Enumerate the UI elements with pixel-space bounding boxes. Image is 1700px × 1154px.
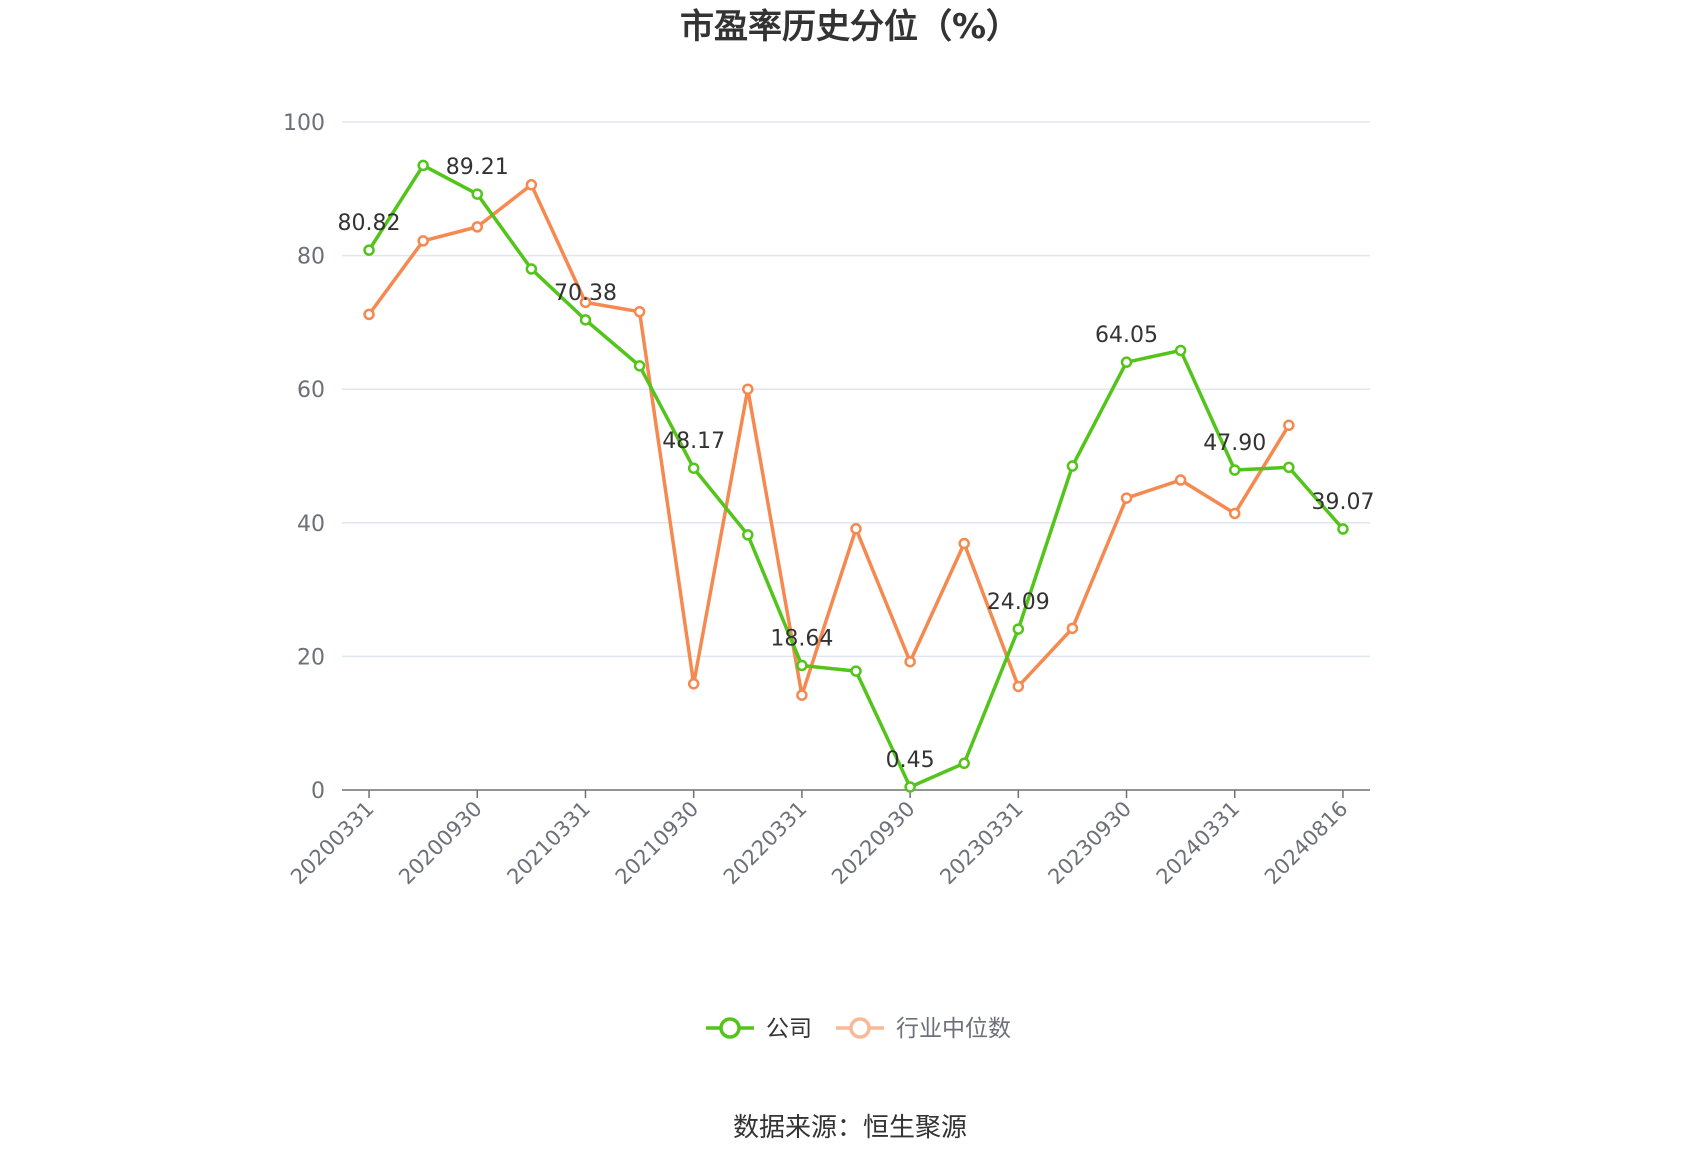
data-point[interactable] [1120,356,1133,368]
legend-marker [719,1017,741,1039]
data-point[interactable] [1066,460,1079,472]
data-point[interactable] [1228,464,1241,476]
y-tick-label: 80 [297,245,325,270]
x-tick-label: 20220331 [719,797,812,890]
data-point[interactable] [1012,680,1025,693]
series-line [367,163,1345,789]
data-label: 89.21 [446,155,509,180]
series-industry [363,179,1295,701]
y-tick-label: 20 [297,645,325,670]
y-tick-label: 40 [297,512,325,537]
data-point[interactable] [471,188,484,200]
legend: 公司 行业中位数 [706,1016,1011,1042]
data-point[interactable] [1228,507,1241,520]
data-point[interactable] [525,263,538,275]
y-tick-label: 0 [311,779,325,804]
data-point[interactable] [363,244,375,256]
x-tick-label: 20240331 [1152,797,1245,890]
data-point[interactable] [1174,474,1187,486]
x-tick-label: 20230930 [1044,797,1137,890]
x-tick-label: 20210930 [611,797,704,890]
data-label: 18.64 [770,626,833,651]
x-tick-label: 20210331 [502,797,595,890]
grid-lines [342,121,1370,658]
data-point[interactable] [1066,622,1079,635]
data-point[interactable] [1120,492,1133,504]
data-point[interactable] [958,537,970,550]
legend-marker [849,1017,871,1039]
data-point[interactable] [742,383,754,395]
data-point[interactable] [796,689,808,701]
x-tick-label: 20200331 [286,797,379,890]
data-point[interactable] [904,655,916,668]
data-label: 48.17 [662,429,725,454]
series-lines [363,159,1349,793]
series-company [363,159,1349,793]
data-labels: 80.82 89.21 70.38 48.17 18.64 0.45 24.09 64.05 4… [338,155,1375,773]
data-point[interactable] [904,781,916,793]
data-point[interactable] [633,360,646,372]
y-tick-label: 60 [297,378,325,403]
data-point[interactable] [363,308,375,321]
legend-item-company[interactable]: 公司 [706,1016,812,1042]
data-point[interactable] [579,314,592,326]
data-point[interactable] [850,523,862,535]
data-point[interactable] [687,678,700,690]
data-point[interactable] [796,659,808,672]
data-point[interactable] [525,179,538,191]
data-label: 0.45 [886,748,935,773]
data-label: 64.05 [1095,323,1158,348]
chart-title: 市盈率历史分位（%） [680,7,1020,47]
data-point[interactable] [1012,623,1025,635]
data-label: 70.38 [554,281,617,306]
legend-label: 公司 [766,1016,812,1042]
data-point[interactable] [579,296,592,309]
data-point[interactable] [1283,461,1295,474]
data-label: 47.90 [1203,431,1266,456]
x-tick-label: 20200930 [394,797,487,890]
data-label: 39.07 [1311,490,1374,515]
data-label: 24.09 [987,590,1050,615]
data-point[interactable] [687,462,700,474]
axes: 0 20 40 60 80 100 20200331 20200930 20210331 2021… [283,111,1370,889]
x-tick-label: 20220930 [827,797,920,890]
data-point[interactable] [850,665,862,677]
data-point[interactable] [1283,419,1295,432]
data-point[interactable] [417,159,429,172]
data-point[interactable] [633,305,646,318]
series-line [367,183,1291,697]
y-tick-label: 100 [283,111,325,136]
data-point[interactable] [1337,523,1349,535]
data-point[interactable] [958,757,970,770]
source-note: 数据来源：恒生聚源 [733,1113,967,1143]
data-point[interactable] [471,221,484,233]
legend-item-industry[interactable]: 行业中位数 [836,1016,1011,1042]
x-tick-label: 20240816 [1260,797,1353,890]
data-label: 80.82 [338,211,401,236]
legend-label: 行业中位数 [896,1016,1011,1042]
data-point[interactable] [742,529,754,541]
data-point[interactable] [1174,344,1187,357]
x-tick-label: 20230331 [935,797,1028,890]
data-point[interactable] [417,235,429,247]
